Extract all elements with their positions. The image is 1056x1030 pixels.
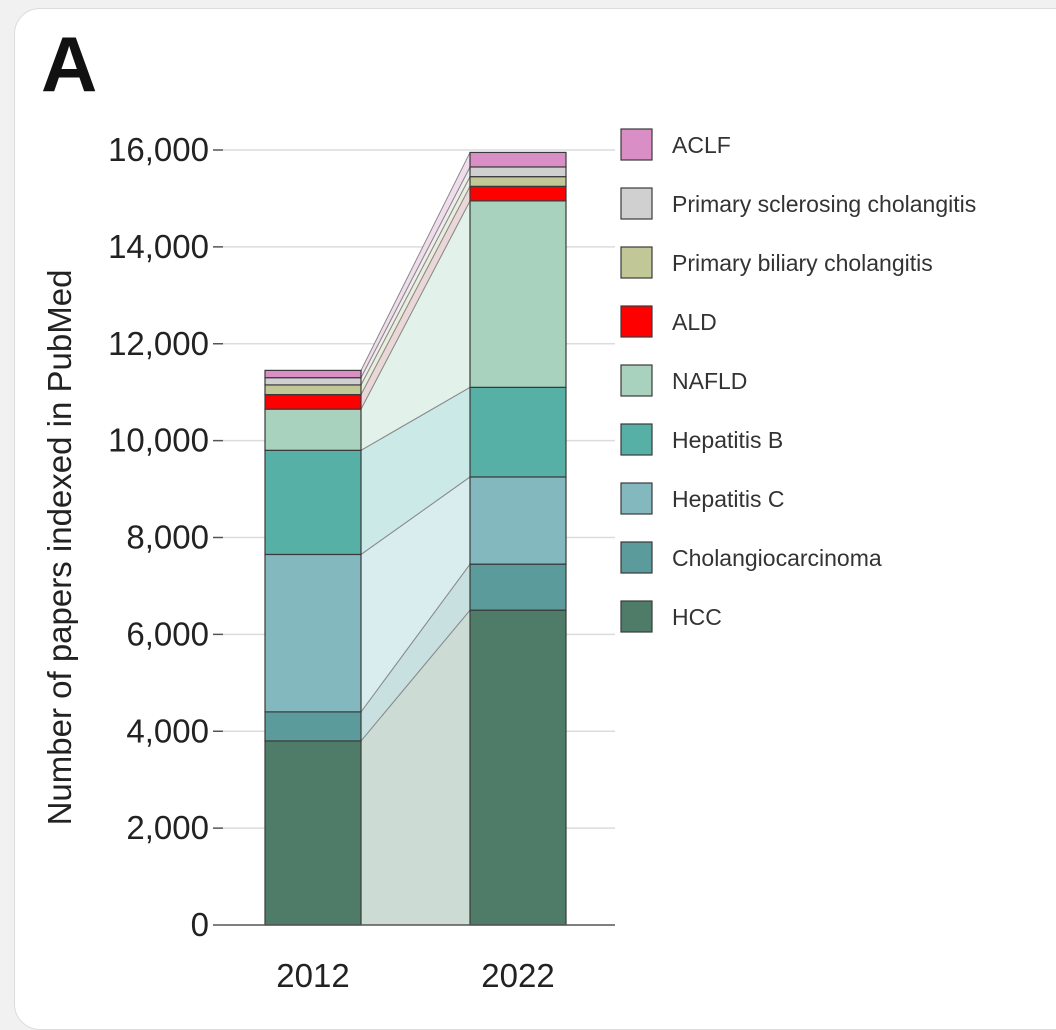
legend-item-ald: ALD bbox=[620, 305, 717, 338]
legend-label: ACLF bbox=[672, 132, 731, 158]
legend-swatch bbox=[620, 128, 653, 161]
legend-swatch bbox=[620, 541, 653, 574]
y-tick-label: 16,000 bbox=[108, 131, 209, 168]
bar-nafld-2012 bbox=[264, 408, 362, 451]
bar-ald-2012 bbox=[264, 394, 362, 410]
legend-item-nafld: NAFLD bbox=[620, 364, 747, 397]
bar-hcc-2012 bbox=[264, 740, 362, 926]
legend-label: Hepatitis B bbox=[672, 427, 783, 453]
legend-label: Hepatitis C bbox=[672, 486, 784, 512]
legend-label: ALD bbox=[672, 309, 717, 335]
legend: ACLF Primary sclerosing cholangitis Primar… bbox=[620, 128, 976, 633]
bars bbox=[264, 151, 567, 926]
legend-item-primary-sclerosing-cholangitis: Primary sclerosing cholangitis bbox=[620, 187, 976, 220]
bar-hepatitis-b-2012 bbox=[264, 449, 362, 556]
legend-swatch bbox=[620, 423, 653, 456]
y-tick-label: 8,000 bbox=[126, 519, 209, 556]
legend-item-primary-biliary-cholangitis: Primary biliary cholangitis bbox=[620, 246, 933, 279]
y-tick-label: 10,000 bbox=[108, 422, 209, 459]
y-tick-label: 6,000 bbox=[126, 615, 209, 652]
legend-item-hcc: HCC bbox=[620, 600, 722, 633]
legend-label: NAFLD bbox=[672, 368, 747, 394]
legend-swatch bbox=[620, 482, 653, 515]
y-tick-label: 4,000 bbox=[126, 712, 209, 749]
y-tick-label: 2,000 bbox=[126, 809, 209, 846]
bar-ald-2022 bbox=[469, 185, 567, 202]
y-axis-title: Number of papers indexed in PubMed bbox=[41, 270, 78, 826]
legend-swatch bbox=[620, 187, 653, 220]
bar-hepatitis-b-2022 bbox=[469, 386, 567, 478]
legend-swatch bbox=[620, 246, 653, 279]
legend-label: Cholangiocarcinoma bbox=[672, 545, 882, 571]
bar-aclf-2022 bbox=[469, 151, 567, 168]
connector-bands bbox=[360, 152, 471, 926]
legend-label: Primary sclerosing cholangitis bbox=[672, 191, 976, 217]
bar-cholangiocarcinoma-2022 bbox=[469, 563, 567, 611]
bar-hcc-2022 bbox=[469, 609, 567, 926]
panel-label: A bbox=[41, 20, 98, 108]
legend-label: Primary biliary cholangitis bbox=[672, 250, 933, 276]
bar-primary-sclerosing-cholangitis-2022 bbox=[469, 166, 567, 178]
axes: 0 2,000 4,000 6,000 8,000 10,000 12,000 14,000 1… bbox=[41, 131, 615, 994]
figure-card: A 0 2,000 4,000 6,000 8,000 10,000 12,000 14,00… bbox=[14, 8, 1056, 1030]
x-tick-label: 2022 bbox=[481, 957, 554, 994]
bar-cholangiocarcinoma-2012 bbox=[264, 711, 362, 742]
legend-label: HCC bbox=[672, 604, 722, 630]
y-tick-label: 12,000 bbox=[108, 325, 209, 362]
legend-swatch bbox=[620, 305, 653, 338]
legend-item-hepatitis-b: Hepatitis B bbox=[620, 423, 783, 456]
legend-item-hepatitis-c: Hepatitis C bbox=[620, 482, 784, 515]
bar-aclf-2012 bbox=[264, 369, 362, 379]
bar-hepatitis-c-2012 bbox=[264, 553, 362, 713]
legend-item-cholangiocarcinoma: Cholangiocarcinoma bbox=[620, 541, 882, 574]
x-tick-label: 2012 bbox=[276, 957, 349, 994]
bar-hepatitis-c-2022 bbox=[469, 476, 567, 565]
y-tick-label: 14,000 bbox=[108, 228, 209, 265]
y-tick-label: 0 bbox=[191, 906, 209, 943]
legend-swatch bbox=[620, 600, 653, 633]
bar-primary-biliary-cholangitis-2022 bbox=[469, 176, 567, 187]
bar-nafld-2022 bbox=[469, 200, 567, 388]
stacked-bar-chart: 0 2,000 4,000 6,000 8,000 10,000 12,000 14,000 1… bbox=[41, 128, 976, 994]
bar-primary-sclerosing-cholangitis-2012 bbox=[264, 377, 362, 386]
bar-primary-biliary-cholangitis-2012 bbox=[264, 384, 362, 396]
legend-swatch bbox=[620, 364, 653, 397]
legend-item-aclf: ACLF bbox=[620, 128, 731, 161]
